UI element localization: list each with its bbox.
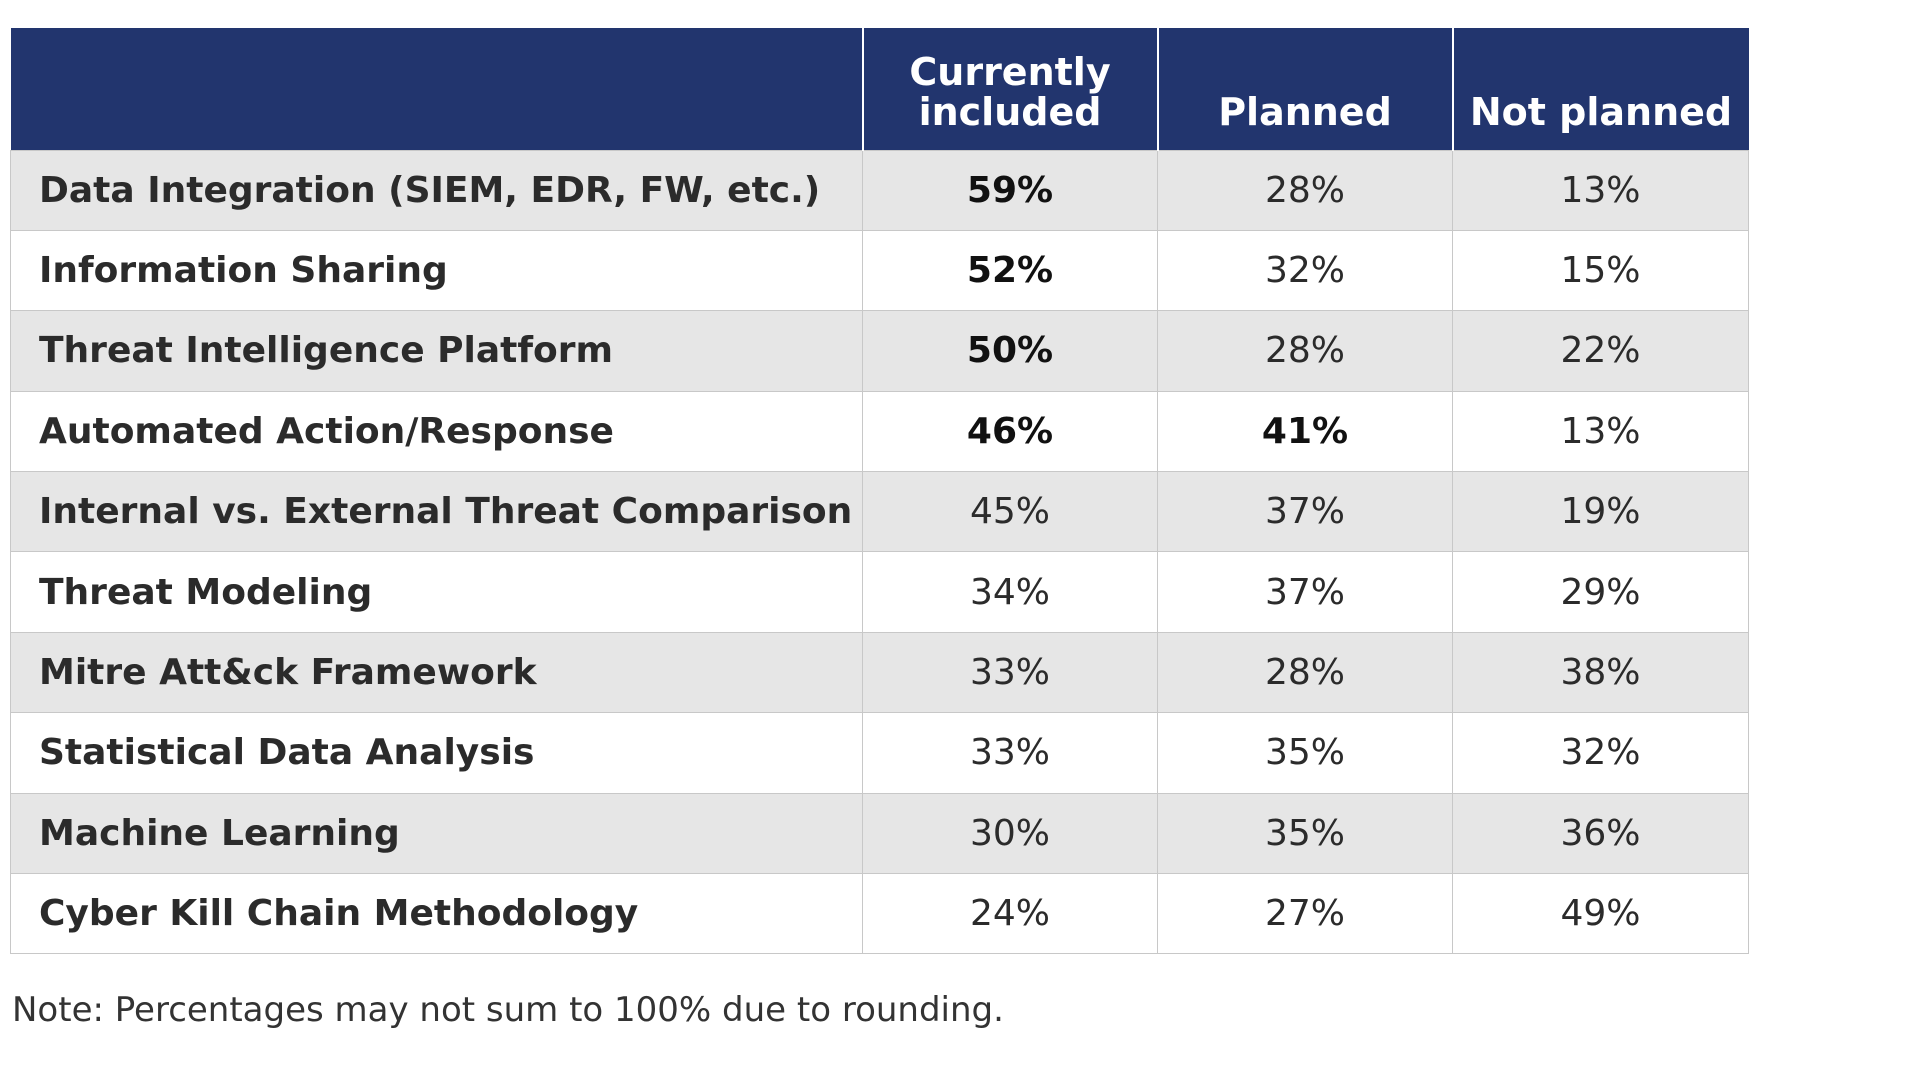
row-label: Automated Action/Response — [10, 390, 863, 473]
currently-included-value: 33% — [862, 712, 1158, 794]
not-planned-value: 13% — [1452, 390, 1749, 473]
header-cell-not-planned: Not planned — [1451, 28, 1749, 150]
table-header: Currently included Planned Not planned — [10, 28, 1749, 150]
table-row: Threat Intelligence Platform 50% 28% 22% — [10, 310, 1749, 392]
table-row: Automated Action/Response 46% 41% 13% — [10, 390, 1749, 473]
not-planned-value: 22% — [1452, 310, 1749, 392]
row-label: Internal vs. External Threat Comparison — [10, 471, 863, 553]
table-row: Cyber Kill Chain Methodology 24% 27% 49% — [10, 873, 1749, 955]
table-row: Machine Learning 30% 35% 36% — [10, 792, 1749, 875]
survey-table: Currently included Planned Not planned D… — [10, 28, 1749, 955]
row-label: Data Integration (SIEM, EDR, FW, etc.) — [10, 149, 863, 231]
header-line: Currently — [909, 49, 1111, 94]
currently-included-value: 33% — [862, 631, 1158, 714]
currently-included-value: 45% — [862, 471, 1158, 553]
planned-value: 27% — [1157, 873, 1453, 955]
planned-value: 32% — [1157, 229, 1453, 312]
currently-included-value: 24% — [862, 873, 1158, 955]
table-row: Statistical Data Analysis 33% 35% 32% — [10, 712, 1749, 794]
table-row: Internal vs. External Threat Comparison 4… — [10, 471, 1749, 553]
planned-value: 37% — [1157, 471, 1453, 553]
not-planned-value: 49% — [1452, 873, 1749, 955]
planned-value: 37% — [1157, 551, 1453, 633]
header-cell-blank — [10, 28, 863, 150]
header-cell-planned: Planned — [1156, 28, 1453, 150]
not-planned-value: 32% — [1452, 712, 1749, 794]
row-label: Information Sharing — [10, 229, 863, 312]
currently-included-value: 59% — [862, 149, 1158, 231]
currently-included-value: 30% — [862, 792, 1158, 875]
table-container: Currently included Planned Not planned D… — [10, 28, 1749, 955]
row-label: Mitre Att&ck Framework — [10, 631, 863, 714]
header-line: Planned — [1218, 89, 1392, 134]
table-body: Data Integration (SIEM, EDR, FW, etc.) 59… — [10, 149, 1749, 955]
planned-value: 28% — [1157, 631, 1453, 714]
table-row: Information Sharing 52% 32% 15% — [10, 229, 1749, 312]
planned-value: 28% — [1157, 149, 1453, 231]
row-label: Machine Learning — [10, 792, 863, 875]
planned-value: 35% — [1157, 712, 1453, 794]
row-label: Statistical Data Analysis — [10, 712, 863, 794]
currently-included-value: 34% — [862, 551, 1158, 633]
table-row: Mitre Att&ck Framework 33% 28% 38% — [10, 631, 1749, 714]
not-planned-value: 15% — [1452, 229, 1749, 312]
table-note: Note: Percentages may not sum to 100% du… — [12, 990, 1004, 1030]
planned-value: 35% — [1157, 792, 1453, 875]
row-label: Threat Intelligence Platform — [10, 310, 863, 392]
row-label: Threat Modeling — [10, 551, 863, 633]
table-row: Threat Modeling 34% 37% 29% — [10, 551, 1749, 633]
currently-included-value: 52% — [862, 229, 1158, 312]
not-planned-value: 29% — [1452, 551, 1749, 633]
currently-included-value: 46% — [862, 390, 1158, 473]
row-label: Cyber Kill Chain Methodology — [10, 873, 863, 955]
header-line: Not planned — [1469, 89, 1733, 134]
currently-included-value: 50% — [862, 310, 1158, 392]
table-row: Data Integration (SIEM, EDR, FW, etc.) 59… — [10, 149, 1749, 231]
planned-value: 41% — [1157, 390, 1453, 473]
not-planned-value: 19% — [1452, 471, 1749, 553]
header-row: Currently included Planned Not planned — [10, 28, 1749, 150]
planned-value: 28% — [1157, 310, 1453, 392]
header-line: included — [918, 89, 1102, 134]
not-planned-value: 38% — [1452, 631, 1749, 714]
not-planned-value: 36% — [1452, 792, 1749, 875]
not-planned-value: 13% — [1452, 149, 1749, 231]
header-cell-currently-included: Currently included — [861, 28, 1158, 150]
